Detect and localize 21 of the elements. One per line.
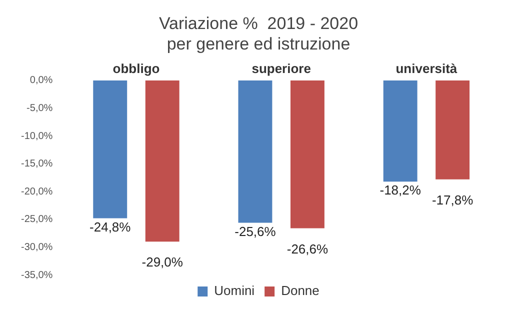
y-tick-label: -20,0% (20, 186, 53, 198)
data-label: -24,8% (90, 219, 132, 234)
data-label: -26,6% (286, 241, 328, 256)
x-tick-label: superiore (252, 61, 311, 76)
chart-subtitle: per genere ed istruzione (166, 34, 350, 54)
data-label: -25,6% (234, 224, 276, 239)
y-tick-label: -5,0% (26, 102, 53, 114)
y-tick-label: -25,0% (20, 214, 53, 226)
y-tick-label: -10,0% (20, 130, 53, 142)
y-tick-label: -35,0% (20, 270, 53, 281)
y-tick-label: -15,0% (20, 158, 53, 170)
chart-title: Variazione % 2019 - 2020 (158, 14, 358, 33)
data-label: -18,2% (380, 182, 422, 198)
y-tick-label: -30,0% (20, 242, 53, 253)
legend-label: Uomini (214, 283, 255, 298)
legend-label: Donne (281, 283, 320, 298)
data-label: -17,8% (432, 192, 474, 208)
x-tick-label: obbligo (112, 61, 160, 76)
data-label: -29,0% (142, 254, 184, 270)
y-tick-label: 0,0% (30, 75, 53, 86)
x-tick-label: università (396, 61, 458, 76)
